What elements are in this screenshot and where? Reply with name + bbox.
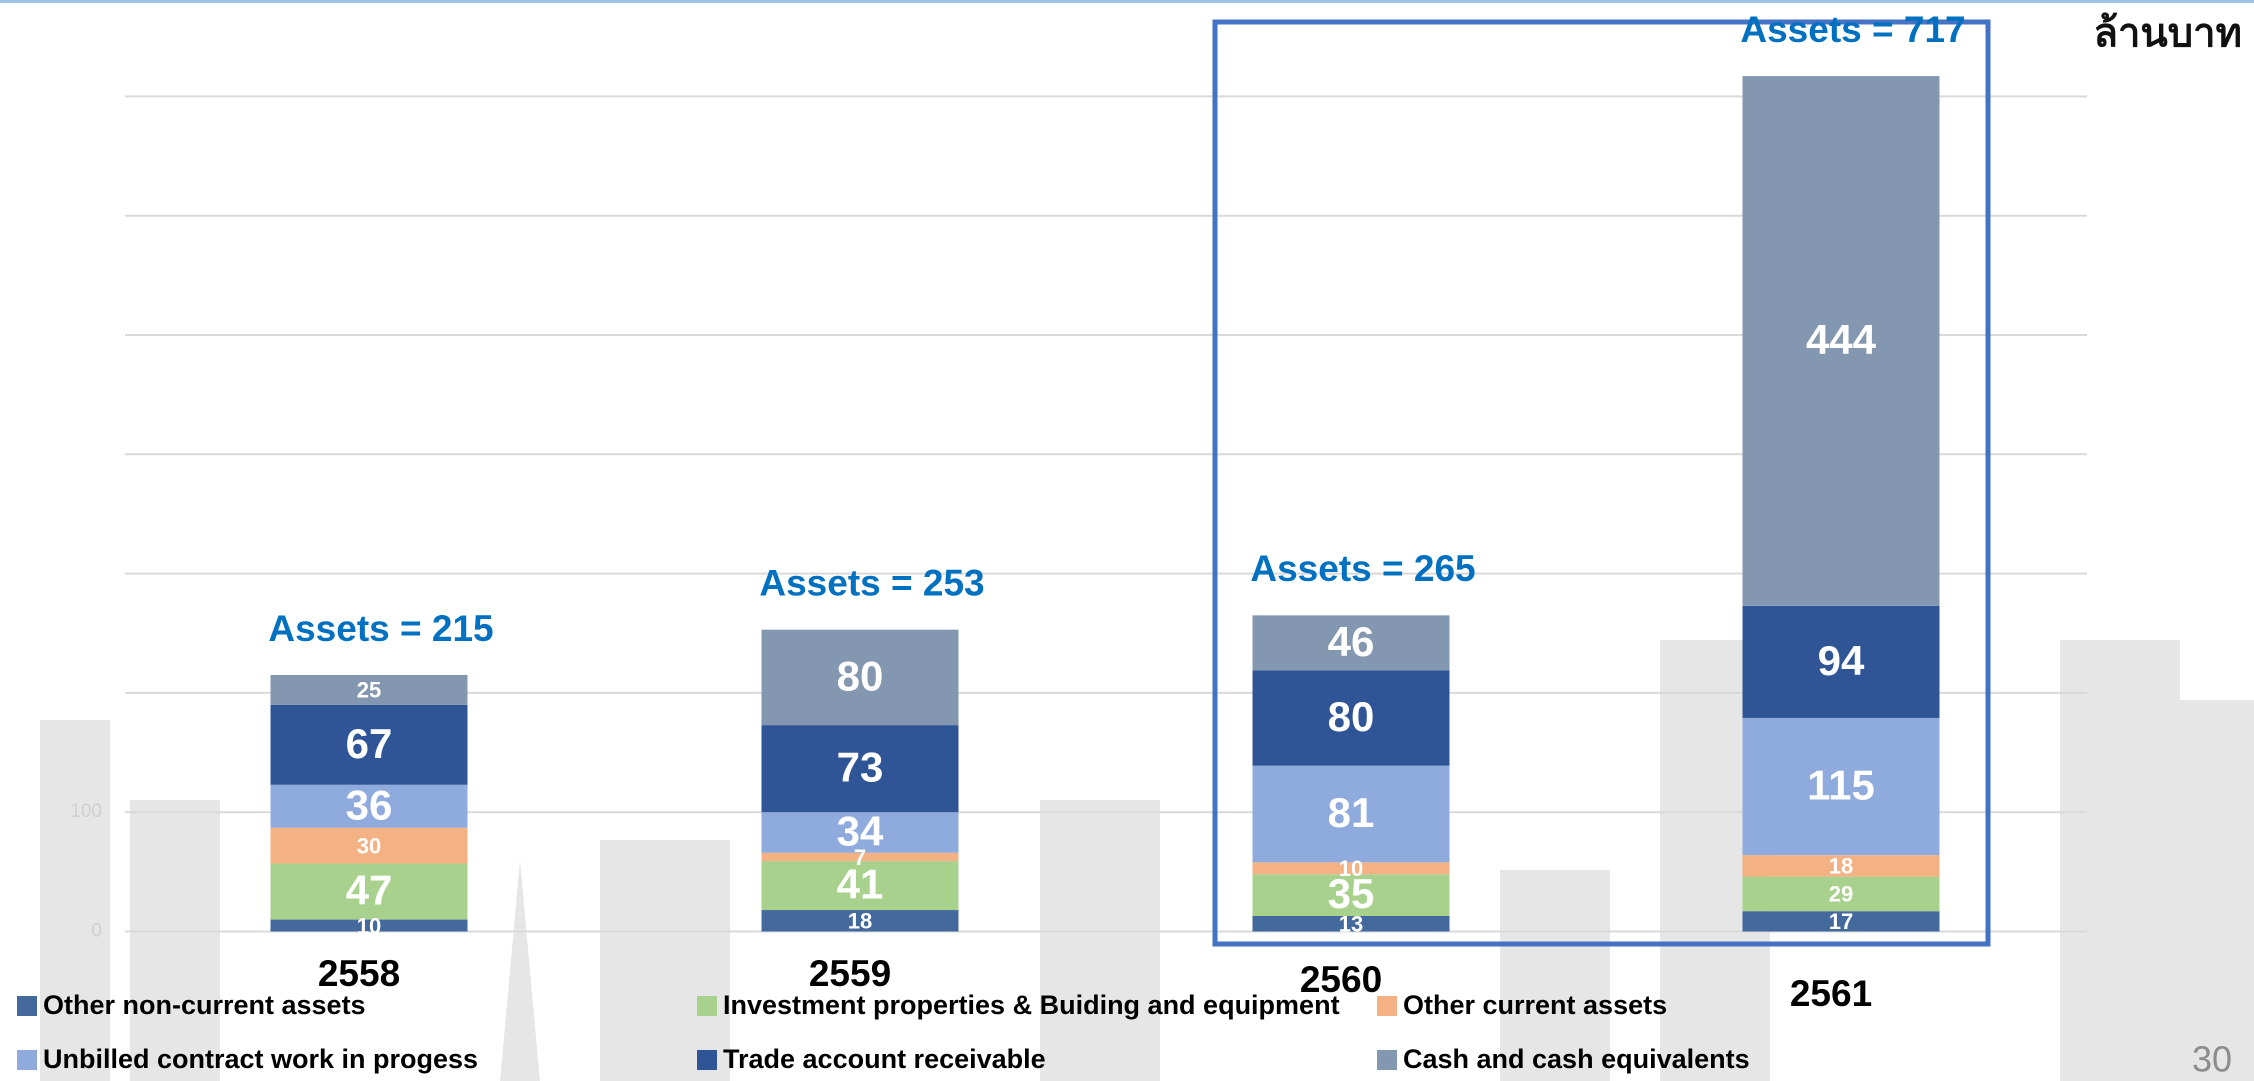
total-annotation: Assets = 717 <box>1740 9 1965 50</box>
value-label: 36 <box>346 781 393 828</box>
legend-label: Cash and cash equivalents <box>1403 1044 1750 1074</box>
value-label: 25 <box>357 678 381 703</box>
value-label: 80 <box>837 652 884 699</box>
legend: Other non-current assets Investment prope… <box>17 990 1750 1074</box>
value-label: 80 <box>1328 693 1375 740</box>
x-tick-label: 2559 <box>809 953 891 994</box>
legend-swatch <box>697 1050 717 1070</box>
value-label: 115 <box>1807 762 1875 809</box>
y-tick-label: 100 <box>70 801 102 822</box>
value-label: 10 <box>357 913 381 938</box>
legend-swatch <box>17 996 37 1016</box>
value-label: 47 <box>346 867 393 914</box>
total-annotation: Assets = 253 <box>759 562 984 603</box>
chart: 0100 104730366725Assets = 21525581841734… <box>0 0 2254 1081</box>
legend-swatch <box>1377 996 1397 1016</box>
legend-label: Trade account receivable <box>723 1044 1046 1074</box>
y-tick-label: 0 <box>91 921 102 942</box>
legend-swatch <box>17 1050 37 1070</box>
legend-swatch <box>1377 1050 1397 1070</box>
value-label: 67 <box>346 720 393 767</box>
legend-label: Unbilled contract work in progess <box>43 1044 478 1074</box>
value-label: 94 <box>1818 637 1865 684</box>
total-annotation: Assets = 265 <box>1250 548 1475 589</box>
value-label: 34 <box>837 808 884 855</box>
legend-label: Investment properties & Buiding and equi… <box>723 990 1340 1020</box>
value-label: 46 <box>1328 618 1375 665</box>
legend-swatch <box>697 996 717 1016</box>
value-label: 29 <box>1829 882 1853 907</box>
x-tick-label: 2558 <box>318 953 400 994</box>
legend-label: Other non-current assets <box>43 990 366 1020</box>
x-tick-label: 2561 <box>1790 973 1872 1014</box>
value-label: 30 <box>357 833 381 858</box>
unit-label: ล้านบาท <box>2093 12 2242 56</box>
value-label: 18 <box>1829 854 1853 879</box>
top-rule <box>0 0 2254 3</box>
value-label: 81 <box>1328 789 1375 836</box>
legend-label: Other current assets <box>1403 990 1667 1020</box>
value-label: 17 <box>1829 909 1853 934</box>
value-label: 444 <box>1806 316 1877 363</box>
value-label: 73 <box>837 744 884 791</box>
page-number: 30 <box>2192 1039 2232 1080</box>
value-label: 18 <box>848 909 872 934</box>
total-annotation: Assets = 215 <box>268 608 493 649</box>
value-label: 10 <box>1339 856 1363 881</box>
